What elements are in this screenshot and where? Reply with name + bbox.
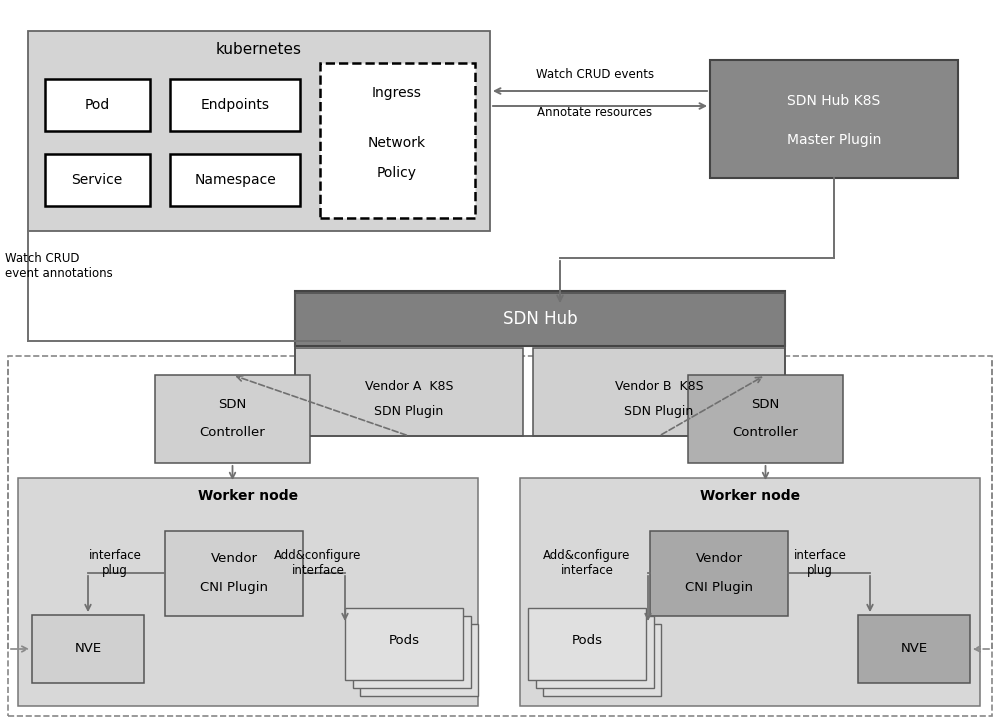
- Text: Ingress: Ingress: [372, 86, 422, 100]
- Text: Pod: Pod: [84, 98, 110, 112]
- Text: SDN Plugin: SDN Plugin: [624, 404, 694, 417]
- Text: NVE: NVE: [900, 642, 928, 655]
- Text: kubernetes: kubernetes: [216, 42, 302, 56]
- Text: Add&configure
interface: Add&configure interface: [543, 549, 631, 577]
- Text: Add&configure
interface: Add&configure interface: [274, 549, 362, 577]
- Text: Vendor A  K8S: Vendor A K8S: [365, 379, 453, 392]
- Bar: [28, 31, 490, 231]
- Text: Namespace: Namespace: [194, 173, 276, 187]
- Text: Vendor: Vendor: [210, 552, 258, 565]
- Text: SDN: SDN: [751, 399, 780, 412]
- Bar: [520, 478, 980, 706]
- Bar: [543, 624, 661, 696]
- Bar: [345, 608, 463, 680]
- Bar: [295, 293, 785, 436]
- Bar: [295, 291, 785, 346]
- Bar: [858, 615, 970, 683]
- Text: Vendor: Vendor: [696, 552, 742, 565]
- Bar: [32, 615, 144, 683]
- Bar: [18, 478, 478, 706]
- Bar: [353, 616, 471, 688]
- Bar: [360, 624, 478, 696]
- Text: Network: Network: [368, 136, 426, 150]
- Bar: [170, 79, 300, 131]
- Bar: [8, 356, 992, 716]
- Text: Endpoints: Endpoints: [200, 98, 270, 112]
- Bar: [528, 608, 646, 680]
- Text: interface
plug: interface plug: [89, 549, 141, 577]
- Text: Watch CRUD
event annotations: Watch CRUD event annotations: [5, 252, 113, 280]
- Text: Pods: Pods: [388, 634, 420, 647]
- Text: CNI Plugin: CNI Plugin: [200, 582, 268, 595]
- Text: Master Plugin: Master Plugin: [787, 133, 881, 147]
- Text: Service: Service: [71, 173, 123, 187]
- Text: NVE: NVE: [74, 642, 102, 655]
- Text: Policy: Policy: [377, 166, 417, 180]
- Text: Controller: Controller: [200, 427, 265, 440]
- Bar: [536, 616, 654, 688]
- Bar: [165, 531, 303, 616]
- Bar: [650, 531, 788, 616]
- Bar: [295, 348, 523, 436]
- Bar: [45, 154, 150, 206]
- Text: Worker node: Worker node: [198, 489, 298, 503]
- Text: Controller: Controller: [733, 427, 798, 440]
- Bar: [710, 60, 958, 178]
- Text: CNI Plugin: CNI Plugin: [685, 582, 753, 595]
- Bar: [170, 154, 300, 206]
- Bar: [533, 348, 785, 436]
- Text: SDN Hub: SDN Hub: [503, 310, 577, 328]
- Text: Pods: Pods: [572, 634, 602, 647]
- Text: SDN: SDN: [218, 399, 247, 412]
- Text: SDN Hub K8S: SDN Hub K8S: [787, 94, 881, 108]
- Text: SDN Plugin: SDN Plugin: [374, 404, 444, 417]
- Text: Worker node: Worker node: [700, 489, 800, 503]
- Bar: [320, 63, 475, 218]
- Bar: [45, 79, 150, 131]
- Text: Vendor B  K8S: Vendor B K8S: [615, 379, 703, 392]
- Bar: [688, 375, 843, 463]
- Text: Annotate resources: Annotate resources: [537, 107, 653, 120]
- Bar: [155, 375, 310, 463]
- Text: interface
plug: interface plug: [794, 549, 846, 577]
- Text: Watch CRUD events: Watch CRUD events: [536, 68, 654, 81]
